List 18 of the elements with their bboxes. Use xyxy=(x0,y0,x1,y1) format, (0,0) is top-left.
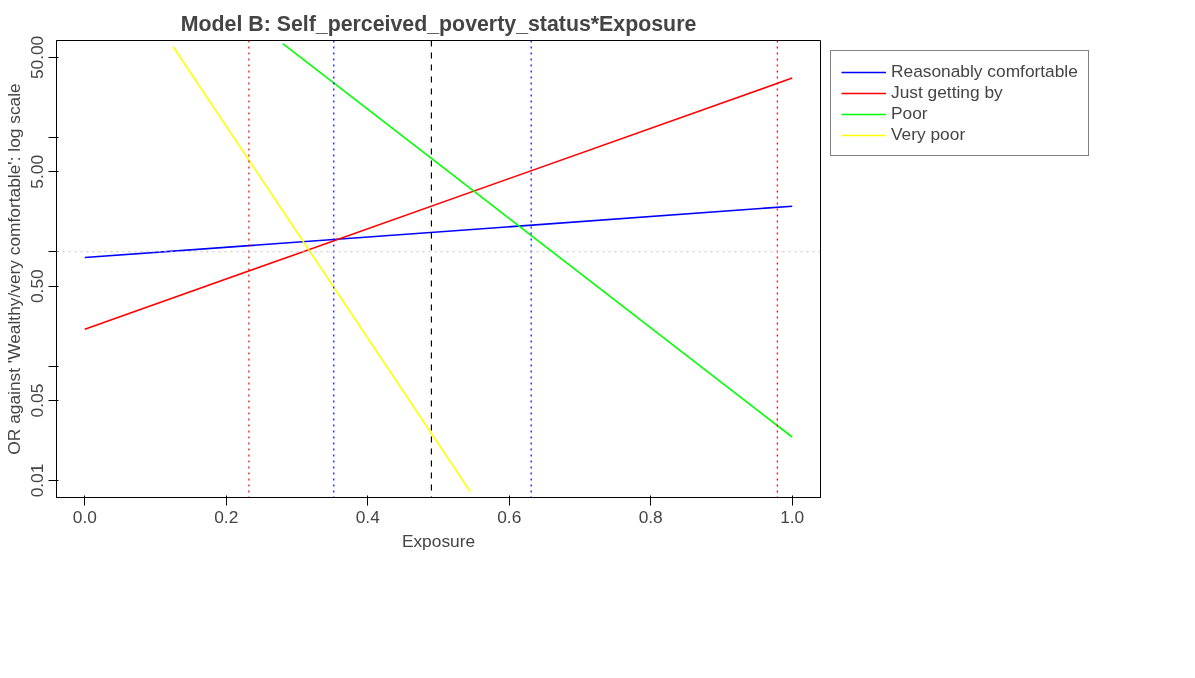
y-axis-title: OR against 'Wealthy/very comfortable': log scale xyxy=(3,83,24,455)
x-tick-label: 0.6 xyxy=(497,506,522,527)
x-tick-label: 1.0 xyxy=(780,506,805,527)
x-tick-label: 0.4 xyxy=(355,506,381,527)
x-tick-label: 0.0 xyxy=(72,506,97,527)
x-tick-label: 0.2 xyxy=(214,506,239,527)
legend-label: Reasonably comfortable xyxy=(891,61,1078,82)
y-tick-label: 50.00 xyxy=(27,35,48,80)
x-axis-title: Exposure xyxy=(401,530,476,551)
legend-label: Just getting by xyxy=(891,82,1003,103)
chart-title: Model B: Self_perceived_poverty_status*Exposure xyxy=(180,11,697,36)
legend-label: Very poor xyxy=(891,124,966,145)
y-tick-label: 0.50 xyxy=(27,269,48,304)
legend-label: Poor xyxy=(891,103,928,124)
x-tick-label: 0.8 xyxy=(638,506,663,527)
y-tick-label: 5.00 xyxy=(27,154,48,189)
y-tick-label: 0.01 xyxy=(27,463,48,498)
y-tick-label: 0.05 xyxy=(27,383,48,418)
